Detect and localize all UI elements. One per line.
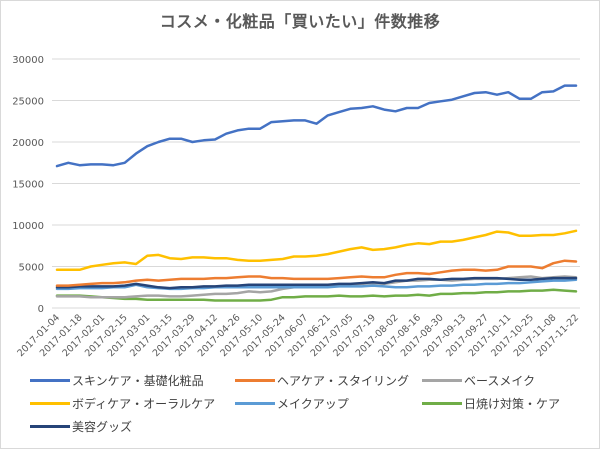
series-line-5	[55, 288, 578, 302]
chart-title: コスメ・化粧品「買いたい」件数推移	[159, 12, 441, 31]
legend-label: 美容グッズ	[72, 420, 133, 434]
series-lines	[55, 84, 578, 302]
legend-swatch-haircare	[235, 379, 275, 382]
legend-label: 日焼け対策・ケア	[464, 397, 561, 411]
legend-item-skincare: スキンケア・基礎化粧品	[30, 372, 204, 389]
legend-item-makeup: メイクアップ	[235, 395, 349, 412]
series-line-0	[55, 84, 578, 168]
series-line-3	[55, 229, 578, 272]
legend-swatch-basemake	[422, 379, 462, 382]
y-tick-label: 15000	[12, 180, 44, 191]
gridlines	[52, 58, 580, 309]
legend-label: ヘアケア・スタイリング	[277, 374, 410, 388]
y-tick-label: 30000	[12, 55, 44, 66]
y-tick-label: 0	[38, 304, 44, 315]
series-line-4	[55, 278, 578, 291]
legend-label: メイクアップ	[277, 397, 349, 411]
legend-item-haircare: ヘアケア・スタイリング	[235, 372, 409, 389]
y-tick-label: 10000	[12, 221, 44, 232]
legend-swatch-skincare	[30, 379, 70, 382]
y-tick-label: 20000	[12, 138, 44, 149]
y-axis-tick-labels: 0 5000 10000 15000 20000 25000 30000	[12, 55, 44, 315]
y-tick-label: 5000	[19, 263, 44, 274]
y-tick-label: 25000	[12, 97, 44, 108]
legend-label: ベースメイク	[464, 374, 536, 388]
legend-swatch-suncare	[422, 402, 462, 405]
legend-item-basemake: ベースメイク	[422, 372, 535, 389]
legend-swatch-makeup	[235, 402, 275, 405]
legend-swatch-beauty-goods	[30, 425, 70, 428]
legend-item-suncare: 日焼け対策・ケア	[422, 395, 560, 412]
x-axis-tick-labels: 2017-01-042017-01-182017-02-012017-02-15…	[15, 312, 581, 359]
legend-swatch-bodycare	[30, 402, 70, 405]
legend-label: スキンケア・基礎化粧品	[72, 374, 204, 388]
legend-item-beauty-goods: 美容グッズ	[30, 418, 132, 435]
legend-item-bodycare: ボディケア・オーラルケア	[30, 395, 215, 412]
series-line-6	[55, 276, 578, 290]
series-line-1	[55, 259, 578, 287]
legend-label: ボディケア・オーラルケア	[72, 397, 216, 411]
